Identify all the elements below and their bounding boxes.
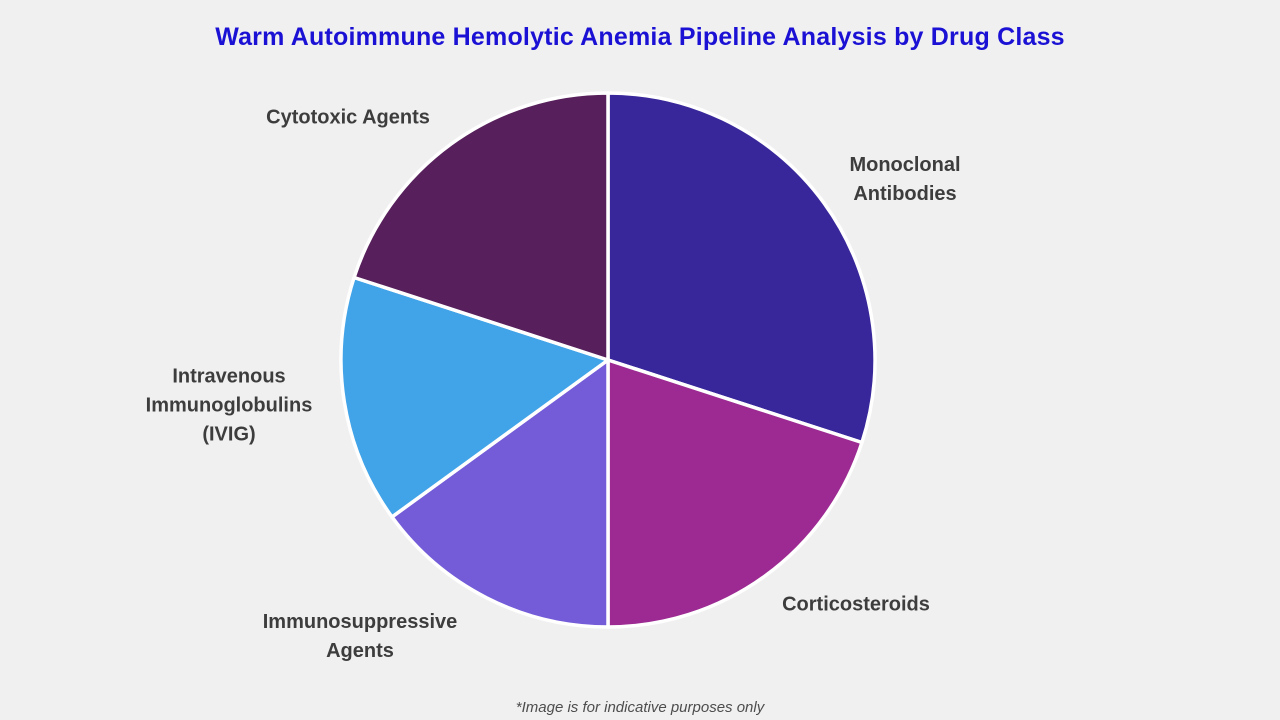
pie-slice-immunosuppressive-agents xyxy=(390,358,610,629)
slice-label-cytotoxic-agents: Cytotoxic Agents xyxy=(266,106,430,129)
slice-label-intravenous-immunoglobulins-ivig: Intravenous Immunoglobulins (IVIG) xyxy=(145,365,313,446)
slice-label-monoclonal-antibodies: Monoclonal Antibodies xyxy=(849,154,961,205)
pie-slice-cytotoxic-agents xyxy=(352,91,610,362)
chart-title: Warm Autoimmune Hemolytic Anemia Pipelin… xyxy=(215,23,1065,51)
footnote: *Image is for indicative purposes only xyxy=(515,699,765,716)
pie-slice-corticosteroids xyxy=(606,358,864,629)
slice-label-immunosuppressive-agents: Immunosuppressive Agents xyxy=(262,611,458,662)
pie-slice-intravenous-immunoglobulins-ivig xyxy=(339,275,610,519)
slice-label-corticosteroids: Corticosteroids xyxy=(782,593,930,616)
pie-slice-monoclonal-antibodies xyxy=(606,91,877,445)
